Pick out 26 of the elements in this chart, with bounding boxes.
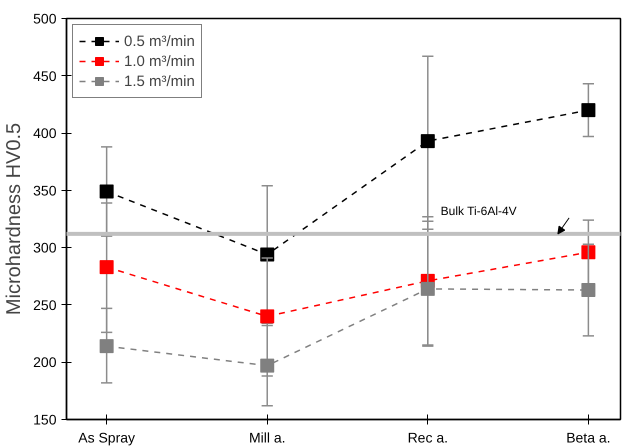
- x-tick-label: Rec a.: [408, 430, 448, 446]
- y-tick-label: 350: [33, 182, 57, 198]
- y-tick-label: 500: [33, 10, 57, 26]
- point: [581, 283, 596, 298]
- legend-label: 1.0 m³/min: [124, 52, 195, 70]
- point: [581, 103, 596, 118]
- y-tick-label: 450: [33, 68, 57, 84]
- x-tick-label: Beta a.: [566, 430, 611, 446]
- y-axis-title: Microhardness HV0.5: [3, 122, 26, 316]
- legend-label: 0.5 m³/min: [124, 32, 195, 50]
- y-tick-label: 150: [33, 412, 57, 428]
- point: [100, 339, 114, 354]
- point: [100, 260, 114, 274]
- point: [260, 309, 274, 324]
- ref-line-label: Bulk Ti-6Al-4V: [440, 204, 517, 218]
- y-tick-label: 400: [33, 125, 57, 142]
- y-tick-label: 300: [33, 240, 57, 256]
- x-tick-label: As Spray: [78, 430, 136, 446]
- x-tick-label: Mill a.: [248, 430, 286, 446]
- y-tick-label: 250: [33, 296, 57, 313]
- y-tick-label: 200: [33, 354, 57, 370]
- point: [260, 358, 274, 373]
- point: [100, 184, 114, 199]
- point: [420, 134, 435, 148]
- legend-label: 1.5 m³/min: [124, 72, 195, 90]
- point: [420, 282, 435, 296]
